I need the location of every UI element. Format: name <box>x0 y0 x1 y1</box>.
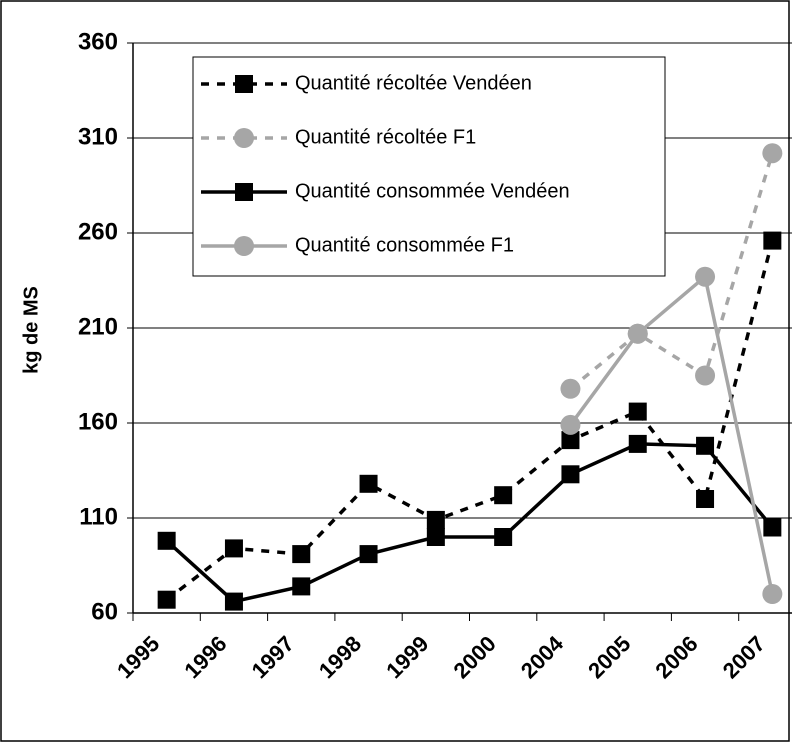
legend-marker <box>234 128 254 148</box>
point <box>494 486 513 505</box>
point <box>426 528 445 546</box>
point <box>628 434 647 453</box>
legend-label: Quantité récoltée Vendéen <box>295 72 532 94</box>
point <box>696 436 715 455</box>
y-tick-label: 310 <box>78 123 118 150</box>
point <box>561 465 580 484</box>
legend-marker <box>235 183 253 201</box>
series-line <box>165 442 774 604</box>
point <box>763 518 782 537</box>
y-tick-label: 210 <box>78 313 118 340</box>
legend-box <box>192 56 666 277</box>
point <box>628 402 647 421</box>
point <box>695 365 716 386</box>
series-line <box>569 273 775 595</box>
y-tick-label: 110 <box>79 503 118 530</box>
series-line <box>165 240 775 602</box>
point <box>560 378 581 399</box>
point <box>494 528 513 546</box>
legend-marker <box>235 75 253 93</box>
point <box>762 584 783 604</box>
point <box>359 474 378 493</box>
point <box>762 143 783 164</box>
point <box>292 577 311 596</box>
point <box>292 545 311 564</box>
point <box>695 266 716 287</box>
legend: Quantité récoltée Vendéen Quantité récolt… <box>192 56 666 277</box>
point <box>224 539 243 558</box>
legend-label: Quantité consommée Vendéen <box>295 180 570 202</box>
point <box>224 592 243 611</box>
point <box>157 590 176 609</box>
y-tick-label: 360 <box>78 28 118 55</box>
point <box>627 323 648 344</box>
point <box>359 545 378 564</box>
y-axis-label: kg de MS <box>20 286 42 374</box>
legend-marker <box>234 236 254 256</box>
point <box>560 414 581 435</box>
point <box>696 490 715 508</box>
y-tick-label: 60 <box>91 598 118 625</box>
point <box>157 531 176 550</box>
y-tick-label: 260 <box>78 218 118 245</box>
point <box>426 510 445 529</box>
legend-label: Quantité récoltée F1 <box>295 126 476 148</box>
point <box>561 431 580 450</box>
point <box>763 231 782 250</box>
legend-label: Quantité consommée F1 <box>295 234 514 256</box>
y-tick-label: 160 <box>78 408 118 435</box>
